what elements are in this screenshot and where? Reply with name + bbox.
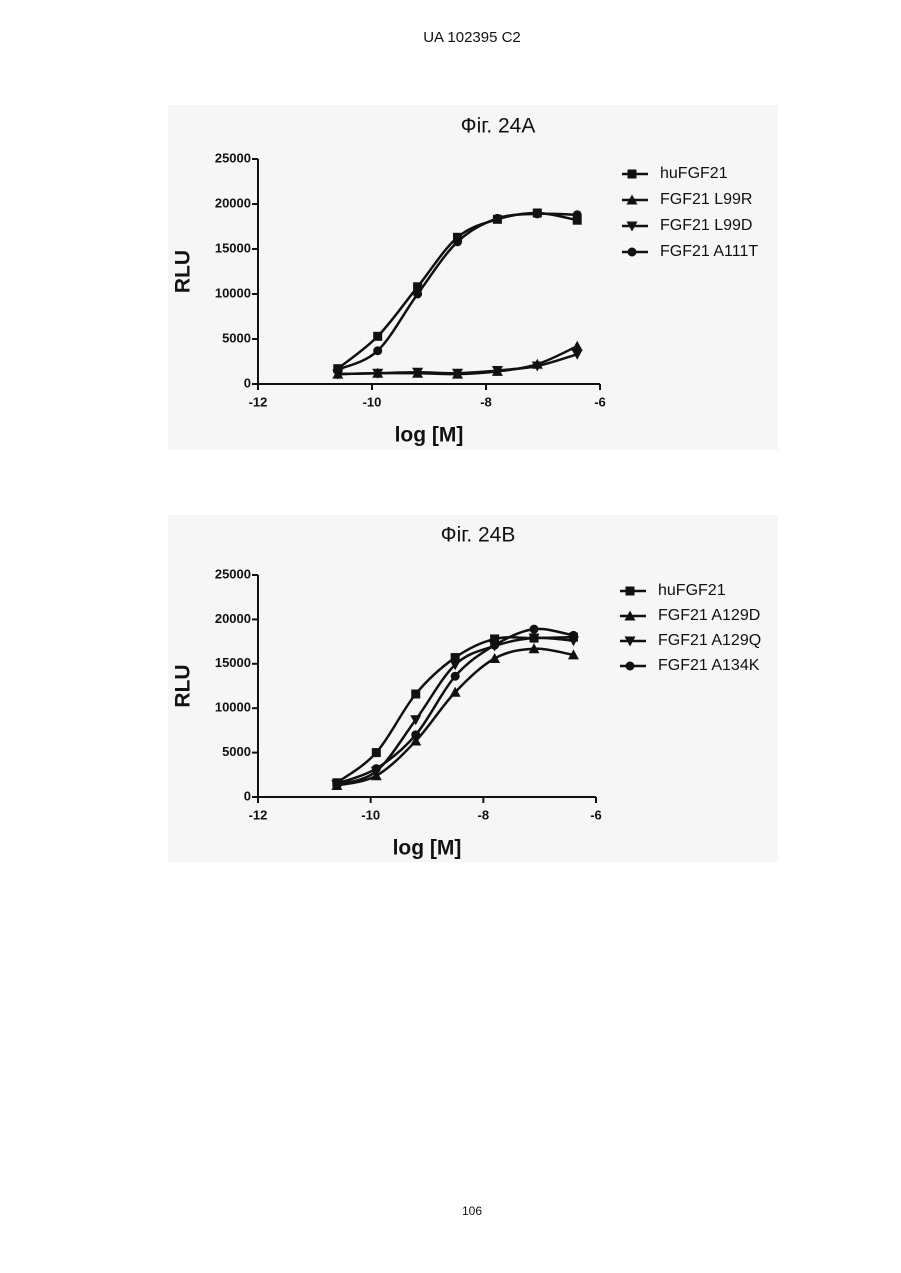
y-tick-label: 25000 [215,566,251,581]
y-tick-label: 15000 [215,655,251,670]
marker [372,764,381,773]
header: UA 102395 C2 [423,29,521,46]
y-tick-label: 15000 [215,240,251,255]
y-tick-label: 0 [244,788,251,803]
y-tick-label: 10000 [215,700,251,715]
chart-title: Фіг. 24A [461,115,536,138]
marker [530,625,539,634]
legend-marker [626,662,635,671]
y-tick-label: 0 [244,375,251,390]
legend-label: FGF21 L99R [660,191,752,208]
legend-label: huFGF21 [658,582,726,599]
y-tick-label: 5000 [222,744,251,759]
y-axis-label: RLU [172,664,195,707]
marker [490,641,499,650]
page-number: 106 [462,1204,482,1218]
legend-label: FGF21 L99D [660,217,752,234]
x-axis-label: log [M] [395,424,464,447]
x-tick-label: -8 [478,807,490,822]
x-tick-label: -6 [594,394,606,409]
legend-marker [628,170,637,179]
x-axis-label: log [M] [393,837,462,860]
legend-marker [626,587,635,596]
x-tick-label: -12 [249,807,268,822]
y-tick-label: 20000 [215,611,251,626]
legend-label: FGF21 A129D [658,607,760,624]
legend-label: FGF21 A111T [660,243,758,260]
y-axis-label: RLU [172,250,195,293]
x-tick-label: -8 [480,394,492,409]
x-tick-label: -10 [363,394,382,409]
marker [493,214,502,223]
marker [373,332,382,341]
y-tick-label: 10000 [215,285,251,300]
page: UA 102395 C2 106 Фіг. 24A 0 5000 10000 15000… [0,0,901,1273]
marker [333,365,342,374]
y-tick-label: 25000 [215,150,251,165]
marker [373,346,382,355]
marker [372,748,381,757]
marker [411,730,420,739]
marker [533,209,542,218]
marker [451,672,460,681]
legend-label: FGF21 A129Q [658,632,761,649]
x-tick-label: -10 [361,807,380,822]
legend-label: FGF21 A134K [658,657,760,674]
y-tick-label: 20000 [215,195,251,210]
marker [453,237,462,246]
marker [413,290,422,299]
marker [332,779,341,788]
y-tick-label: 5000 [222,330,251,345]
legend-label: huFGF21 [660,165,728,182]
chart-title: Фіг. 24B [441,524,516,547]
marker [573,210,582,219]
marker [411,689,420,698]
x-tick-label: -6 [590,807,602,822]
legend-marker [628,248,637,257]
x-tick-label: -12 [249,394,268,409]
marker [569,631,578,640]
